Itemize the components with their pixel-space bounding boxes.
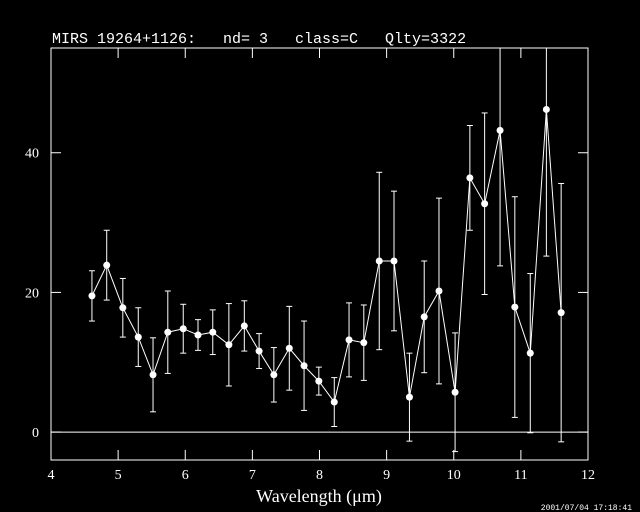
x-tick-label: 7 bbox=[249, 468, 256, 483]
timestamp: 2001/07/04 17:18:41 bbox=[541, 504, 632, 512]
plot-area bbox=[88, 48, 565, 453]
data-point bbox=[405, 393, 413, 401]
data-point bbox=[240, 322, 248, 330]
data-point bbox=[542, 105, 550, 113]
data-point bbox=[390, 257, 398, 265]
data-point bbox=[255, 347, 263, 355]
data-point bbox=[481, 200, 489, 208]
x-axis-label: Wavelength (μm) bbox=[256, 486, 382, 507]
data-point bbox=[496, 126, 504, 134]
data-point bbox=[435, 287, 443, 295]
data-point bbox=[149, 371, 157, 379]
data-line bbox=[91, 109, 562, 404]
x-tick-label: 9 bbox=[383, 468, 390, 483]
y-tick-label: 0 bbox=[32, 426, 39, 441]
x-tick-label: 12 bbox=[581, 468, 595, 483]
data-point bbox=[134, 333, 142, 341]
x-tick-label: 10 bbox=[447, 468, 461, 483]
data-point bbox=[179, 325, 187, 333]
x-tick-label: 5 bbox=[115, 468, 122, 483]
data-point bbox=[164, 328, 172, 336]
chart-title: MIRS 19264+1126: nd= 3 class=C Qlty=3322 bbox=[52, 31, 466, 48]
data-point bbox=[466, 174, 474, 182]
data-point bbox=[511, 303, 519, 311]
data-point bbox=[345, 336, 353, 344]
data-point bbox=[375, 257, 383, 265]
data-point bbox=[315, 377, 323, 385]
data-point bbox=[300, 362, 308, 370]
data-point bbox=[420, 313, 428, 321]
y-tick-label: 20 bbox=[25, 286, 39, 301]
data-point bbox=[285, 344, 293, 352]
data-point bbox=[88, 292, 96, 300]
x-tick-label: 4 bbox=[48, 468, 55, 483]
data-point bbox=[451, 388, 459, 396]
data-point bbox=[330, 398, 338, 406]
data-point bbox=[119, 304, 127, 312]
x-tick-label: 8 bbox=[316, 468, 323, 483]
plot-frame bbox=[50, 47, 589, 461]
data-point bbox=[225, 341, 233, 349]
data-point bbox=[209, 328, 217, 336]
data-point bbox=[360, 339, 368, 347]
y-tick-label: 40 bbox=[25, 147, 39, 162]
x-tick-label: 6 bbox=[182, 468, 189, 483]
data-point bbox=[557, 309, 565, 317]
data-point bbox=[526, 349, 534, 357]
data-point bbox=[194, 331, 202, 339]
x-tick-label: 11 bbox=[514, 468, 527, 483]
data-point bbox=[103, 261, 111, 269]
data-point bbox=[270, 371, 278, 379]
